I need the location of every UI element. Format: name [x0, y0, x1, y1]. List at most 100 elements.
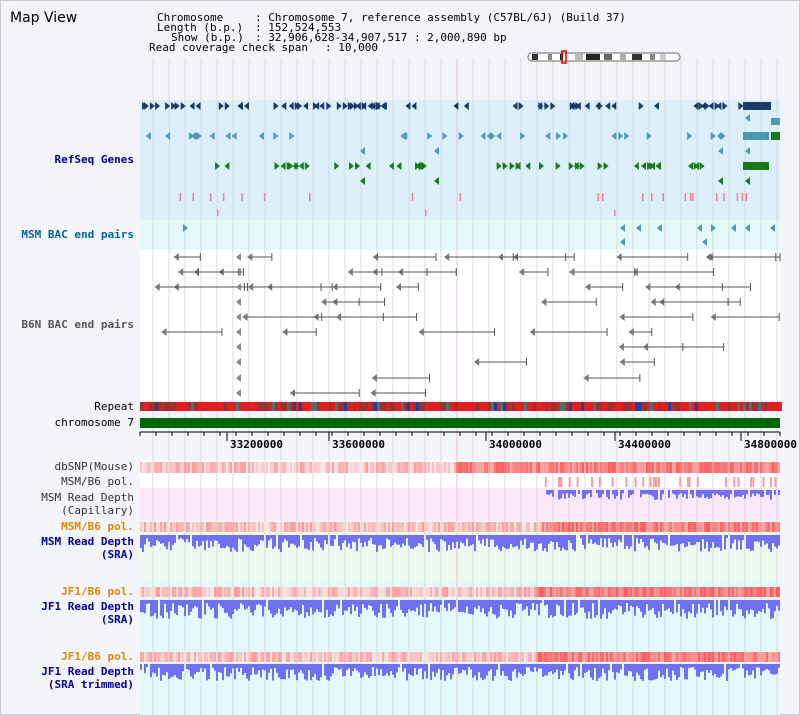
jf1-pol-heat-cell: [734, 587, 736, 597]
jf1-pol-trimmed-heat-cell: [472, 652, 474, 662]
jf1-pol-heat-cell: [336, 587, 338, 597]
label-jf1-b6-pol-2[interactable]: JF1/B6 pol.: [61, 650, 134, 663]
msm-pol-heat-cell: [686, 522, 688, 532]
msm-pol-sparse-cell: [774, 477, 777, 487]
label-b6n-bac[interactable]: B6N BAC end pairs: [21, 318, 134, 331]
jf1-sra-depth-bar: [732, 600, 734, 617]
jf1-trimmed-depth-bar: [278, 664, 280, 678]
b6n-bac-glyph: [585, 283, 591, 291]
jf1-pol-heat-cell: [148, 587, 150, 597]
msm-capillary-depth-bar: [672, 490, 674, 494]
dbsnp-heat-cell: [320, 462, 322, 473]
repeat-segment: [164, 402, 167, 411]
jf1-trimmed-depth-bar: [680, 664, 682, 668]
jf1-pol-heat-cell: [318, 587, 320, 597]
jf1-sra-depth-bar: [488, 600, 490, 612]
refseq-gene-glyph: [400, 132, 406, 140]
refseq-pink-tick: [614, 210, 616, 216]
msm-pol-heat-cell: [390, 522, 392, 532]
jf1-pol-trimmed-heat-cell: [356, 652, 358, 662]
label-chromosome[interactable]: chromosome 7: [54, 416, 134, 429]
label-msm-depth-capillary[interactable]: MSM Read Depth: [41, 491, 134, 504]
msm-sra-depth-bar: [488, 535, 490, 547]
jf1-pol-trimmed-heat-cell: [268, 652, 270, 662]
dbsnp-heat-cell: [642, 462, 644, 473]
jf1-trimmed-depth-bar: [242, 664, 244, 676]
jf1-trimmed-depth-bar: [374, 664, 376, 676]
jf1-pol-trimmed-heat-cell: [532, 652, 534, 662]
jf1-pol-heat-cell: [358, 587, 360, 597]
jf1-trimmed-depth-bar: [250, 664, 252, 676]
refseq-pink-tick: [597, 193, 599, 201]
jf1-trimmed-depth-bar: [446, 664, 448, 676]
dbsnp-heat-cell: [294, 462, 296, 473]
label-jf1-depth-trimmed-sub: (SRA trimmed): [47, 678, 134, 691]
msm-pol-heat-cell: [654, 522, 656, 532]
msm-sra-depth-bar: [164, 535, 166, 547]
length-key: Length (b.p.): [157, 21, 244, 34]
jf1-pol-heat-cell: [292, 587, 294, 597]
jf1-pol-heat-cell: [186, 587, 188, 597]
msm-pol-heat-cell: [404, 522, 406, 532]
jf1-pol-trimmed-heat-cell: [724, 652, 726, 662]
msm-capillary-depth-bar: [680, 490, 682, 494]
msm-pol-heat-cell: [718, 522, 720, 532]
jf1-sra-depth-bar: [252, 600, 254, 616]
jf1-sra-depth-bar: [436, 600, 438, 612]
jf1-pol-trimmed-heat-cell: [582, 652, 584, 662]
ideogram-band: [632, 54, 642, 60]
msm-capillary-depth-bar: [760, 490, 762, 497]
jf1-sra-depth-bar: [586, 600, 588, 619]
msm-pol-heat-cell: [734, 522, 736, 532]
msm-sra-depth-bar: [706, 535, 708, 542]
msm-pol-heat-cell: [396, 522, 398, 532]
dbsnp-heat-cell: [346, 462, 348, 473]
msm-sra-depth-bar: [390, 535, 392, 547]
jf1-pol-heat-cell: [160, 587, 162, 597]
label-dbsnp[interactable]: dbSNP(Mouse): [54, 460, 134, 473]
msm-sra-depth-bar: [434, 535, 436, 545]
jf1-trimmed-depth-bar: [492, 664, 494, 681]
repeat-segment: [563, 402, 566, 411]
jf1-pol-heat-cell: [158, 587, 160, 597]
jf1-pol-trimmed-heat-cell: [410, 652, 412, 662]
jf1-pol-trimmed-heat-cell: [196, 652, 198, 662]
label-msm-depth-sra[interactable]: MSM Read Depth: [41, 535, 134, 548]
msm-sra-depth-bar: [628, 535, 630, 549]
jf1-sra-depth-bar: [258, 600, 260, 605]
b6n-bac-glyph: [519, 268, 525, 276]
label-msm-b6-pol-1[interactable]: MSM/B6 pol.: [61, 475, 134, 488]
msm-pol-heat-cell: [756, 522, 758, 532]
msm-sra-depth-bar: [490, 535, 492, 540]
label-msm-depth-capillary-sub: (Capillary): [61, 504, 134, 517]
jf1-pol-trimmed-heat-cell: [510, 652, 512, 662]
jf1-pol-heat-cell: [406, 587, 408, 597]
dbsnp-heat-cell: [298, 462, 300, 473]
b6n-bac-glyph: [642, 343, 648, 351]
jf1-pol-trimmed-heat-cell: [364, 652, 366, 662]
jf1-pol-trimmed-heat-cell: [434, 652, 436, 662]
jf1-trimmed-depth-bar: [254, 664, 256, 675]
dbsnp-heat-cell: [246, 462, 248, 473]
label-msm-bac[interactable]: MSM BAC end pairs: [21, 228, 134, 241]
dbsnp-heat-cell: [152, 462, 154, 473]
label-jf1-b6-pol-1[interactable]: JF1/B6 pol.: [61, 585, 134, 598]
jf1-trimmed-depth-bar: [366, 664, 368, 675]
msm-pol-heat-cell: [234, 522, 236, 532]
msm-pol-heat-cell: [510, 522, 512, 532]
label-jf1-depth-sra[interactable]: JF1 Read Depth: [41, 600, 134, 613]
msm-pol-heat-cell: [410, 522, 412, 532]
jf1-trimmed-depth-bar: [676, 664, 678, 680]
jf1-sra-depth-bar: [354, 600, 356, 611]
dbsnp-heat-cell: [668, 462, 670, 473]
jf1-trimmed-depth-bar: [590, 664, 592, 678]
jf1-trimmed-depth-bar: [150, 664, 152, 678]
label-jf1-depth-trimmed[interactable]: JF1 Read Depth: [41, 665, 134, 678]
label-msm-b6-pol-2[interactable]: MSM/B6 pol.: [61, 520, 134, 533]
label-refseq-genes[interactable]: RefSeq Genes: [54, 153, 134, 166]
jf1-pol-trimmed-heat-cell: [704, 652, 706, 662]
jf1-sra-depth-bar: [212, 600, 214, 608]
jf1-pol-trimmed-heat-cell: [604, 652, 606, 662]
label-repeat[interactable]: Repeat: [94, 400, 134, 413]
jf1-sra-depth-bar: [208, 600, 210, 607]
